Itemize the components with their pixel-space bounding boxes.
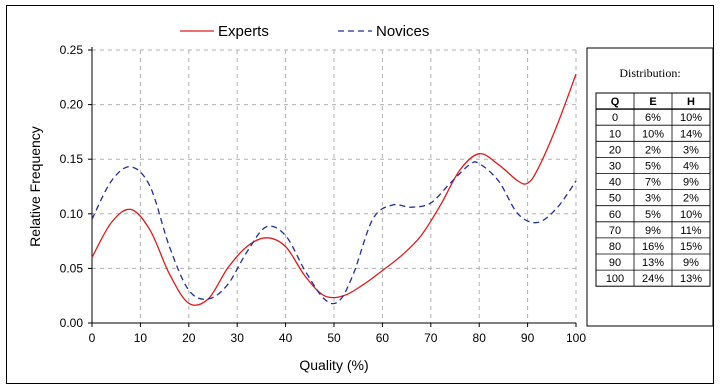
x-tick-label: 0 <box>89 331 96 345</box>
table-cell: 80 <box>609 241 621 253</box>
table-cell: 0 <box>612 112 618 124</box>
table-cell: 2% <box>683 193 699 205</box>
table-cell: 10 <box>609 128 621 140</box>
table-cell: 70 <box>609 225 621 237</box>
table-cell: 9% <box>683 177 699 189</box>
table-cell: 20 <box>609 144 621 156</box>
table-cell: 14% <box>680 128 702 140</box>
distribution-table: Distribution: Q E H 0 6% 10% 10 10% 14% 20 2% 3% 30 5%… <box>586 47 714 327</box>
table-cell: 9% <box>683 257 699 269</box>
table-cell: 5% <box>645 161 661 173</box>
x-tick-label: 90 <box>521 331 535 345</box>
table-cell: 30 <box>609 161 621 173</box>
table-cell: 40 <box>609 177 621 189</box>
y-tick-label: 0.15 <box>60 152 84 166</box>
table-cell: 3% <box>645 193 661 205</box>
table-cell: 50 <box>609 193 621 205</box>
x-tick-label: 20 <box>182 331 196 345</box>
table-cell: 10% <box>642 128 664 140</box>
x-tick-label: 80 <box>473 331 487 345</box>
x-tick-label: 60 <box>376 331 390 345</box>
legend-label-experts: Experts <box>218 23 269 40</box>
x-tick-label: 70 <box>424 331 438 345</box>
y-tick-label: 0.00 <box>60 316 84 330</box>
x-tick-label: 30 <box>231 331 245 345</box>
x-tick-label: 40 <box>279 331 293 345</box>
table-cell: 10% <box>680 112 702 124</box>
table-cell: 60 <box>609 209 621 221</box>
table-cell: 100 <box>606 273 624 285</box>
y-axis-title: Relative Frequency <box>27 126 43 247</box>
table-cell: 15% <box>680 241 702 253</box>
table-cell: 6% <box>645 112 661 124</box>
axes: 0 10 20 30 40 50 60 70 80 90 100 0.00 0.05 0.10 0.15 0.… <box>27 43 586 373</box>
legend-label-novices: Novices <box>376 23 429 40</box>
table-cell: 16% <box>642 241 664 253</box>
table-cell: 2% <box>645 144 661 156</box>
table-cell: 4% <box>683 161 699 173</box>
series-line-novices <box>91 161 577 305</box>
table-header-cell: E <box>649 96 656 108</box>
table-cell: 24% <box>642 273 664 285</box>
table-cell: 13% <box>642 257 664 269</box>
series-lines <box>91 73 577 306</box>
distribution-box <box>586 47 714 327</box>
y-tick-label: 0.20 <box>60 98 84 112</box>
y-tick-label: 0.05 <box>60 261 84 275</box>
table-header-cell: H <box>687 96 695 108</box>
table-cell: 9% <box>645 225 661 237</box>
table-cell: 11% <box>680 225 701 237</box>
x-tick-label: 10 <box>134 331 148 345</box>
x-axis-title: Quality (%) <box>299 357 368 373</box>
y-tick-label: 0.10 <box>60 207 84 221</box>
x-tick-label: 100 <box>566 331 586 345</box>
table-header-cell: Q <box>611 96 620 108</box>
x-tick-label: 50 <box>327 331 341 345</box>
grid-lines <box>92 49 577 323</box>
table-cell: 10% <box>680 209 702 221</box>
distribution-title: Distribution: <box>619 66 680 80</box>
legend: Experts Novices <box>180 23 429 40</box>
table-cell: 3% <box>683 144 699 156</box>
table-cell: 90 <box>609 257 621 269</box>
table-cell: 7% <box>645 177 661 189</box>
table-cell: 5% <box>645 209 661 221</box>
y-tick-label: 0.25 <box>60 43 84 57</box>
table-cell: 13% <box>680 273 702 285</box>
